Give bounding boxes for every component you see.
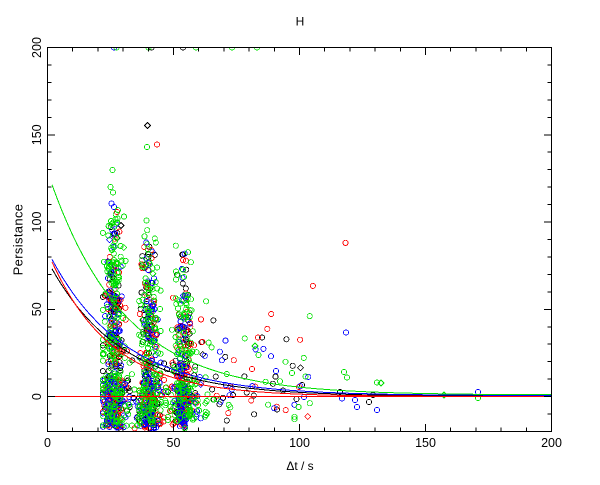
svg-text:0: 0 <box>44 436 51 450</box>
svg-text:Δt / s: Δt / s <box>286 459 313 473</box>
svg-text:150: 150 <box>30 124 44 145</box>
svg-text:100: 100 <box>30 212 44 233</box>
svg-text:Persistance: Persistance <box>11 204 26 276</box>
svg-text:H: H <box>296 14 305 28</box>
svg-text:150: 150 <box>415 436 436 450</box>
svg-text:50: 50 <box>30 302 44 316</box>
svg-text:200: 200 <box>541 436 562 450</box>
svg-text:200: 200 <box>30 37 44 58</box>
svg-text:50: 50 <box>167 436 181 450</box>
svg-text:0: 0 <box>30 393 44 400</box>
svg-text:100: 100 <box>289 436 310 450</box>
